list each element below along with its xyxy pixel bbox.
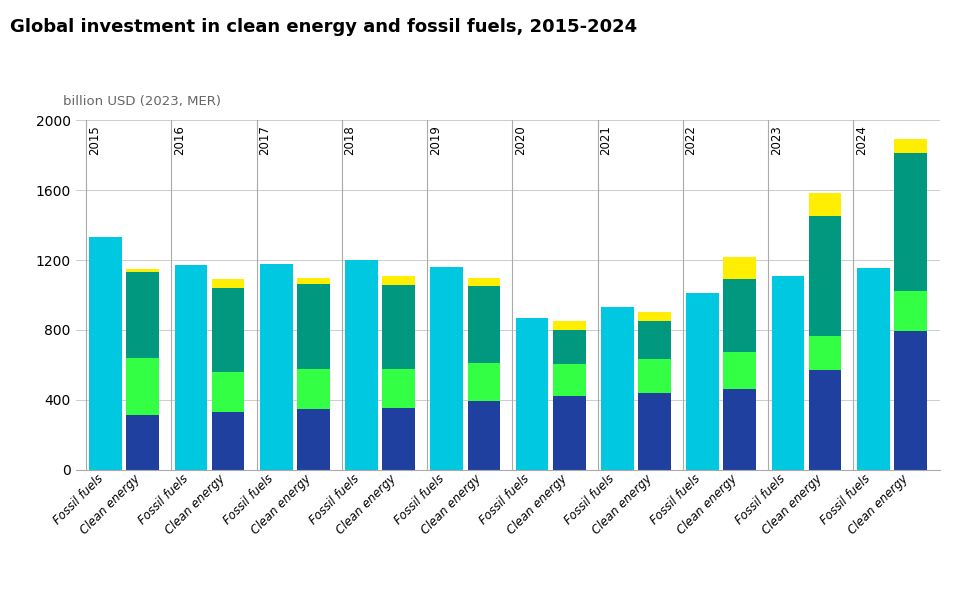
Bar [808,370,841,470]
Bar [722,279,756,352]
Bar [638,321,670,359]
Bar [174,265,207,470]
Bar [638,393,670,470]
Bar [212,412,244,470]
Text: 2022: 2022 [684,125,697,155]
Bar [127,358,159,415]
Bar [552,321,585,330]
Text: 2016: 2016 [172,125,186,155]
Bar [638,359,670,393]
Bar [893,153,925,291]
Bar [259,264,293,470]
Bar [467,286,499,363]
Bar [212,372,244,412]
Bar [382,408,415,470]
Bar [552,364,585,396]
Bar [430,267,463,470]
Bar [685,293,719,470]
Text: 2015: 2015 [88,125,101,155]
Text: 2020: 2020 [514,125,526,155]
Bar [212,279,244,288]
Bar [771,276,803,470]
Bar [345,260,377,470]
Bar [638,312,670,321]
Text: Global investment in clean energy and fossil fuels, 2015-2024: Global investment in clean energy and fo… [10,18,636,36]
Text: 2019: 2019 [428,125,441,155]
Bar [467,278,499,286]
Bar [382,285,415,369]
Bar [127,272,159,358]
Bar [212,288,244,372]
Bar [722,389,756,470]
Bar [382,276,415,285]
Bar [127,268,159,272]
Bar [893,330,925,470]
Text: 2023: 2023 [769,125,782,155]
Bar [722,352,756,389]
Text: billion USD (2023, MER): billion USD (2023, MER) [63,95,220,108]
Bar [552,330,585,364]
Bar [382,369,415,408]
Bar [296,284,330,369]
Bar [893,291,925,330]
Text: 2021: 2021 [598,125,612,155]
Bar [467,402,499,470]
Bar [552,396,585,470]
Bar [296,409,330,470]
Bar [296,278,330,284]
Bar [856,268,888,470]
Bar [296,369,330,409]
Bar [808,336,841,370]
Bar [127,415,159,470]
Bar [600,307,633,470]
Bar [467,363,499,402]
Bar [893,138,925,153]
Text: 2024: 2024 [854,125,867,155]
Text: 2017: 2017 [258,125,271,155]
Bar [90,237,122,470]
Bar [722,256,756,279]
Text: 2018: 2018 [343,125,356,155]
Bar [808,216,841,336]
Bar [808,193,841,216]
Bar [516,318,548,470]
